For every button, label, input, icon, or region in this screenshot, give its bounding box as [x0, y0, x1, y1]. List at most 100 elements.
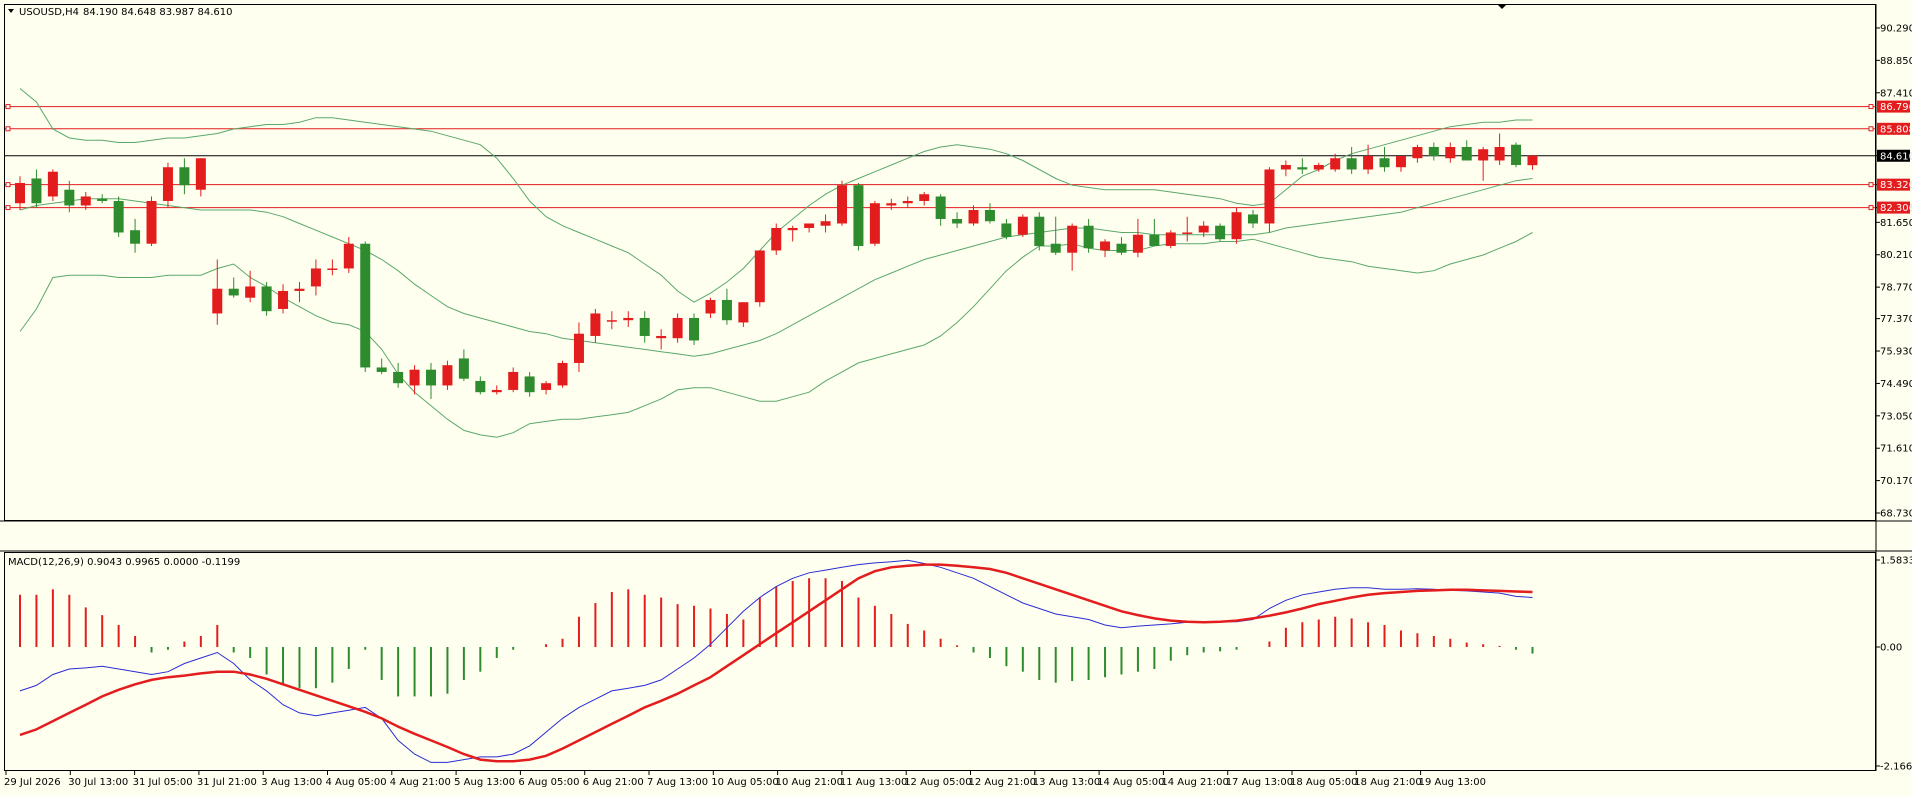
candle-body [1083, 225, 1094, 249]
candle [1461, 140, 1472, 161]
candle-body [1346, 158, 1357, 170]
candle [327, 259, 338, 276]
candle [1478, 146, 1489, 181]
y-tick-label: 73.050 [1880, 411, 1912, 422]
x-tick-label: 31 Jul 21:00 [197, 777, 257, 788]
candle [442, 360, 453, 390]
candle-body [195, 158, 206, 190]
candle-body [738, 302, 749, 323]
candle-body [1461, 146, 1472, 161]
level-anchor[interactable] [5, 104, 11, 110]
candle-body [1264, 169, 1275, 224]
level-anchor[interactable] [1868, 126, 1874, 132]
price-tag[interactable] [1877, 100, 1910, 113]
candle-body [1132, 234, 1143, 253]
price-tag[interactable] [1877, 178, 1910, 191]
candle-body [656, 335, 667, 339]
candle-body [606, 320, 617, 322]
candle-body [984, 209, 995, 222]
candle-body [1248, 214, 1258, 224]
x-tick-label: 18 Aug 21:00 [1354, 777, 1421, 788]
candle-body [458, 358, 469, 379]
candle [179, 158, 190, 195]
candle-body [80, 196, 91, 206]
candle-body [1379, 158, 1390, 168]
candle-body [557, 362, 568, 386]
candle-body [1494, 146, 1505, 161]
candle [804, 223, 815, 233]
chart-symbol-label: USOUSD,H4 [19, 7, 79, 18]
candle-body [886, 203, 897, 206]
candle [738, 302, 749, 327]
candle [573, 322, 584, 372]
price-tag[interactable] [1877, 149, 1910, 162]
candle-body [146, 200, 157, 244]
candle [1428, 142, 1439, 161]
collapse-triangle-icon[interactable] [8, 9, 14, 13]
macd-tick-label: 0.00 [1880, 642, 1902, 653]
level-anchor[interactable] [1868, 205, 1874, 211]
candle [606, 311, 617, 330]
price-tag[interactable] [1877, 201, 1910, 214]
candle [1231, 207, 1242, 244]
candle-body [1001, 223, 1012, 237]
candle [278, 284, 289, 314]
x-tick-label: 6 Aug 21:00 [583, 777, 644, 788]
macd-axis: 1.5833 0.00 -2.1664 [1876, 556, 1912, 773]
x-tick-label: 19 Aug 13:00 [1419, 777, 1486, 788]
candle-body [754, 250, 765, 303]
price-axis: 90.290 88.850 87.410 84.610 83.326 82.306 81.6… [1876, 23, 1912, 520]
level-anchor[interactable] [5, 182, 11, 188]
x-tick-label: 14 Aug 21:00 [1161, 777, 1228, 788]
candle-body [771, 227, 782, 251]
price-tag-label: 84.610 [1880, 151, 1912, 162]
candle-body [1297, 167, 1308, 170]
main-panel-frame [4, 4, 1876, 521]
candle [656, 329, 667, 350]
candle-body [1478, 149, 1489, 161]
candle-body [1395, 155, 1406, 168]
candle [902, 196, 913, 208]
candle-body [294, 288, 305, 291]
candle [721, 288, 732, 325]
candle [1165, 230, 1176, 249]
y-tick-label: 87.410 [1880, 88, 1912, 99]
candle-body [541, 383, 552, 390]
candle-body [902, 200, 913, 204]
candle-body [1215, 225, 1226, 240]
candle [984, 203, 995, 224]
candle [195, 158, 206, 197]
price-tag-label: 86.796 [1880, 102, 1912, 113]
x-tick-label: 18 Aug 05:00 [1290, 777, 1357, 788]
candle [113, 196, 124, 237]
level-anchor[interactable] [1868, 104, 1874, 110]
candle-body [1034, 216, 1045, 246]
candle [491, 385, 502, 395]
candles [15, 133, 1538, 399]
level-anchor[interactable] [1868, 182, 1874, 188]
price-tag-label: 83.326 [1880, 180, 1912, 191]
y-tick-label: 81.650 [1880, 218, 1912, 229]
candle-body [212, 288, 223, 314]
chart-shift-marker-icon[interactable] [1497, 4, 1507, 9]
x-tick-label: 14 Aug 05:00 [1097, 777, 1164, 788]
price-tag-label: 85.808 [1880, 124, 1912, 135]
candle [524, 371, 535, 397]
candle [1001, 218, 1012, 240]
chart-ohlc-label: 84.190 84.648 83.987 84.610 [83, 7, 233, 18]
candle [705, 297, 716, 318]
candle-body [853, 185, 864, 246]
bollinger-bands [19, 88, 1533, 438]
level-anchor[interactable] [5, 205, 11, 211]
candle-body [393, 371, 404, 384]
candle-body [869, 203, 880, 244]
candle-body [508, 371, 519, 390]
candle-body [837, 185, 847, 224]
level-anchor[interactable] [5, 126, 11, 132]
candle-body [475, 380, 486, 393]
candle [1132, 218, 1143, 258]
x-tick-label: 4 Aug 05:00 [326, 777, 387, 788]
candle [1050, 216, 1061, 255]
macd-tick-label: 1.5833 [1880, 556, 1912, 567]
price-tag[interactable] [1877, 122, 1910, 135]
